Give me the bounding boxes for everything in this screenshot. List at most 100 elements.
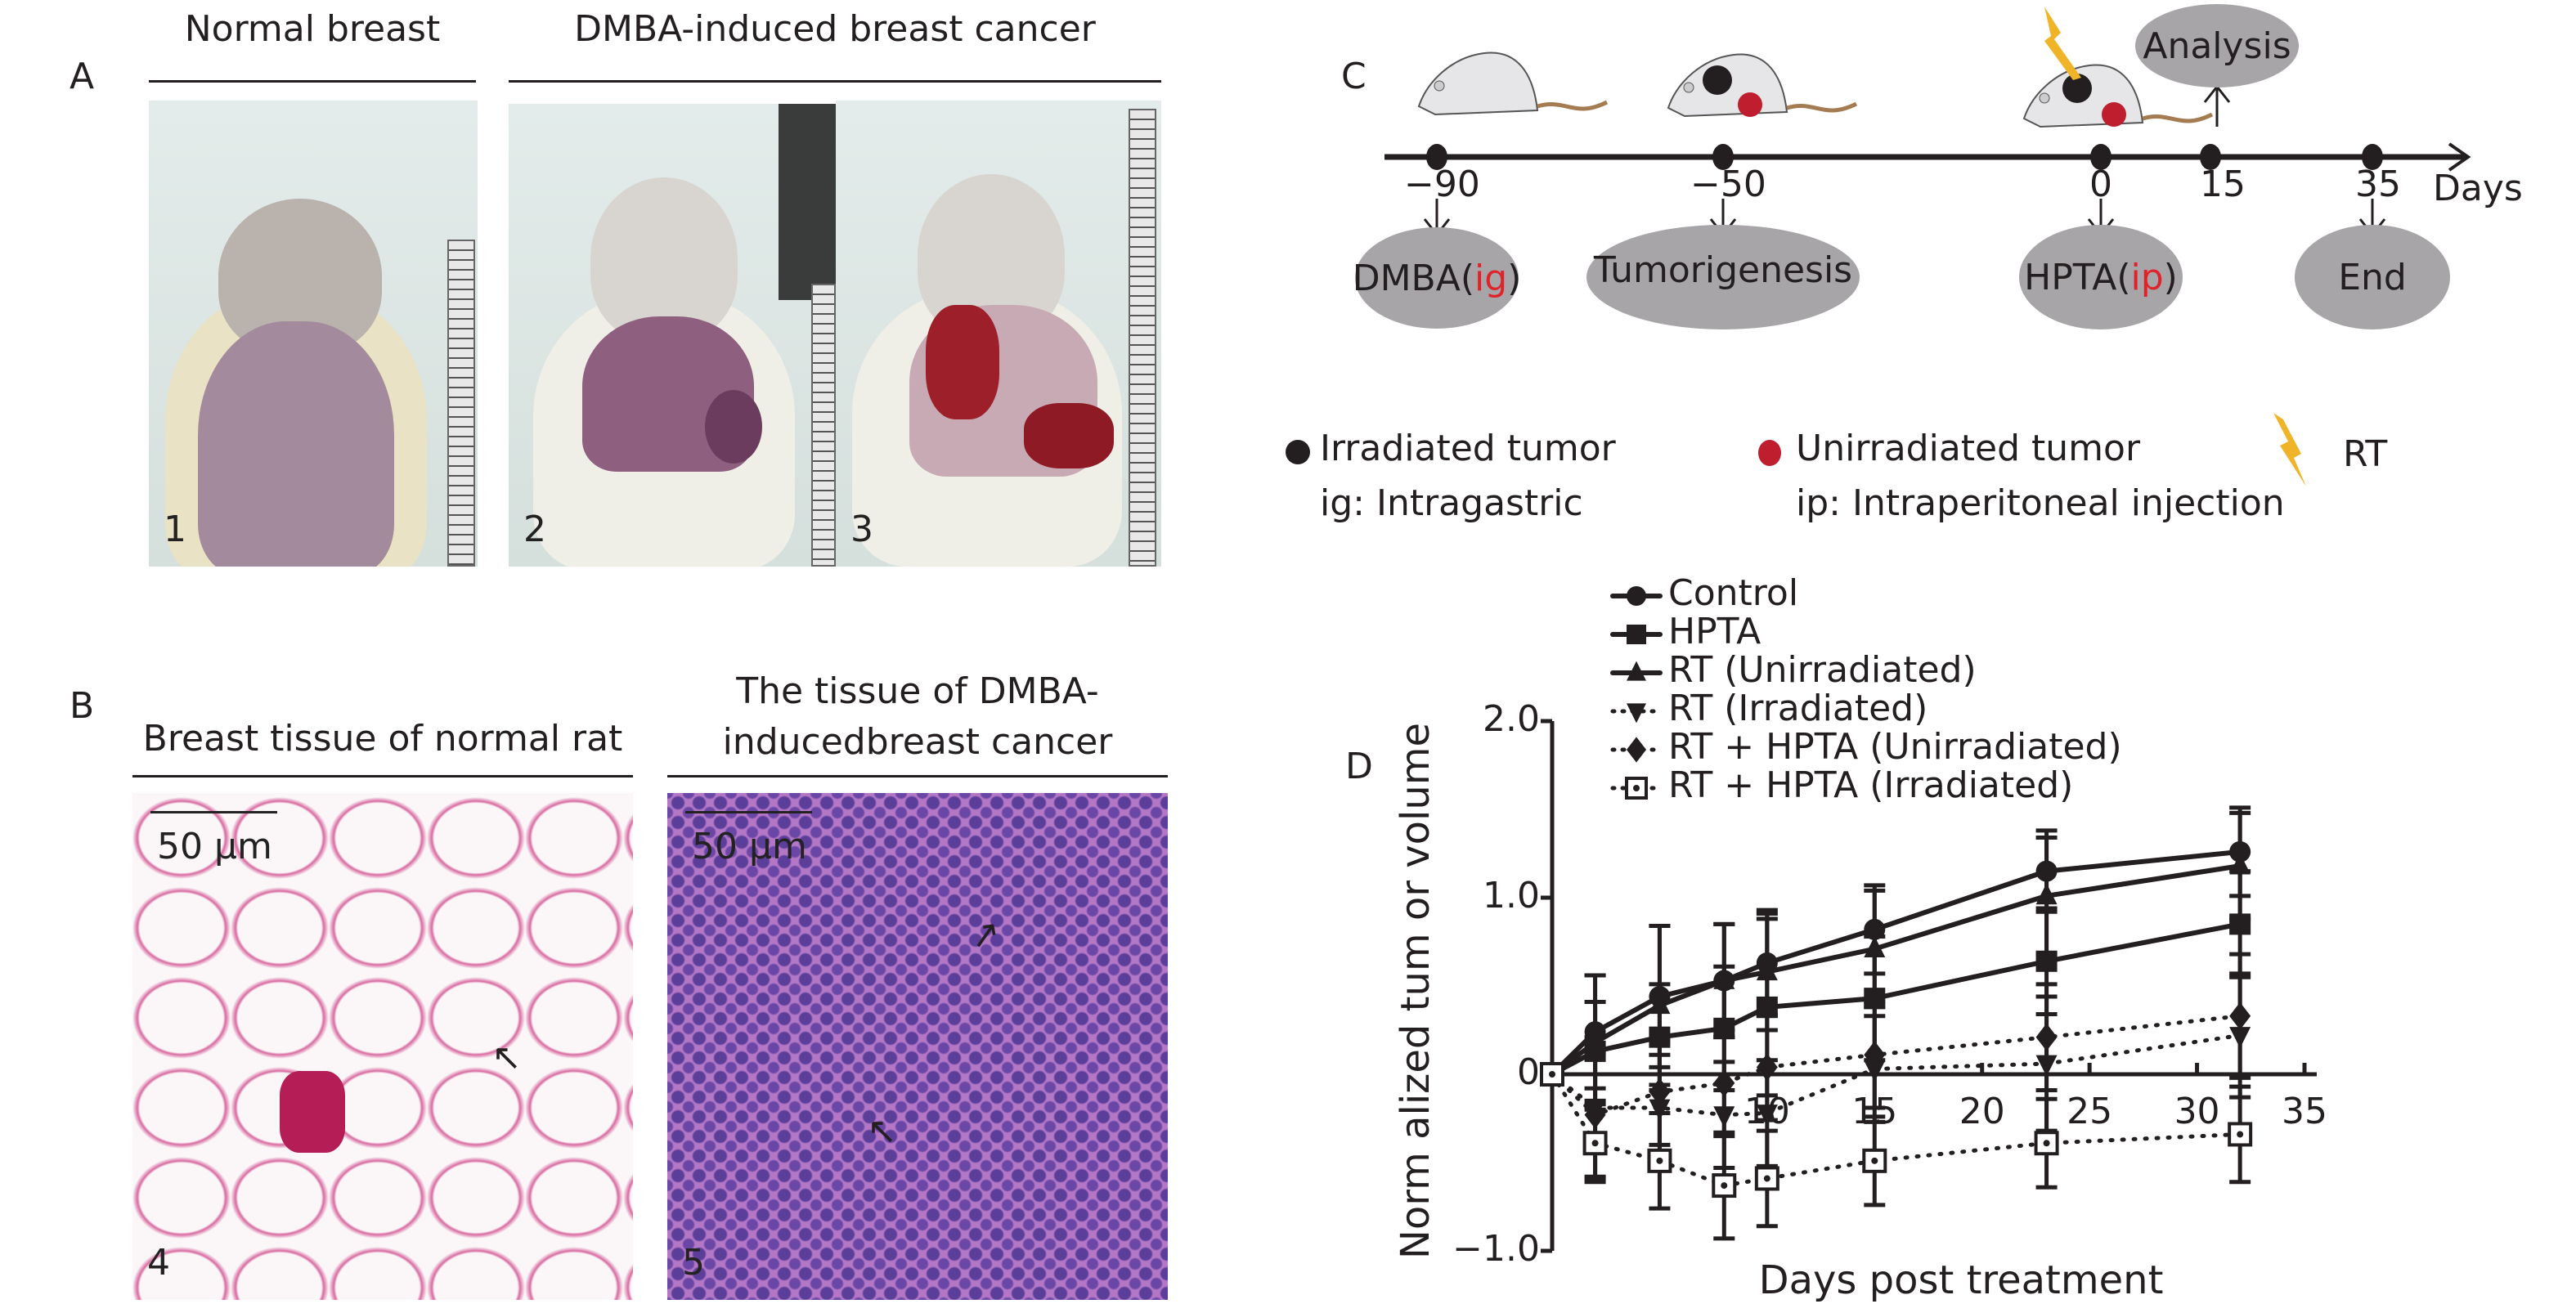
marker-square-open-dot <box>1871 1157 1878 1164</box>
photo-number: 3 <box>850 509 873 550</box>
tick-0: 0 <box>2089 164 2112 205</box>
series-line-rt-hpta-unirradiated- <box>1550 1014 2242 1118</box>
y-tick-label: 1.0 <box>1483 875 1540 916</box>
route-label: ig <box>1474 257 1508 299</box>
paren: ) <box>1507 257 1522 299</box>
x-tick-label: 30 <box>2174 1091 2220 1132</box>
event-label: DMBA( <box>1352 257 1474 299</box>
y-tick-label: −1.0 <box>1452 1228 1540 1270</box>
x-tick-label: 35 <box>2282 1091 2327 1132</box>
x-tick-label: 20 <box>1959 1091 2005 1132</box>
legend-unirradiated: Unirradiated tumor <box>1796 428 2141 469</box>
timeline-unit: Days <box>2433 168 2523 209</box>
panel-b-title-normal: Breast tissue of normal rat <box>142 718 623 760</box>
marker-diamond <box>2229 1002 2251 1030</box>
scale-bar <box>685 811 812 813</box>
marker-diamond <box>1756 1053 1778 1082</box>
marker-square-open-dot <box>1549 1071 1555 1078</box>
marker-square-open-dot <box>1656 1157 1663 1164</box>
divider <box>132 775 633 777</box>
photo-dmba-rat-1: 2 <box>509 104 836 567</box>
series-line-rt-unirradiated- <box>1550 863 2243 1077</box>
series-line-rt-irradiated- <box>1550 1033 2242 1118</box>
panel-b-title-cancer-line1: The tissue of DMBA- <box>736 670 1099 712</box>
marker-circle <box>1627 586 1646 606</box>
timeline-arrowhead <box>2448 142 2471 172</box>
marker-triangle-up <box>2229 853 2251 875</box>
marker-square-open-dot <box>2237 1131 2244 1138</box>
panel-b-label: B <box>70 685 95 727</box>
marker-square-open-dot <box>2043 1140 2050 1147</box>
timeline-dots <box>1426 144 2383 170</box>
legend-ig: ig: Intragastric <box>1320 482 1583 524</box>
tick-15: 15 <box>2200 164 2246 205</box>
legend-entry: RT + HPTA (Unirradiated) <box>1668 726 2122 768</box>
marker-triangle-up <box>1864 936 1886 958</box>
scale-label: 50 μm <box>157 826 272 867</box>
photo-number: 4 <box>147 1242 170 1284</box>
photo-number: 2 <box>523 509 546 550</box>
y-tick-label: 0 <box>1517 1051 1540 1093</box>
histology-dmba-breast-cancer: ↑ ↑ 50 μm 5 <box>667 793 1168 1300</box>
scale-bar <box>150 811 277 813</box>
photo-number: 5 <box>682 1242 705 1284</box>
marker-square-open-dot <box>1721 1182 1728 1190</box>
rat-belly <box>198 321 394 567</box>
tumor <box>1024 403 1114 468</box>
marker-triangle-up <box>1756 959 1778 981</box>
legend-ip: ip: Intraperitoneal injection <box>1796 482 2285 524</box>
route-label: ip <box>2130 256 2164 298</box>
legend-entry: RT (Irradiated) <box>1668 688 1928 729</box>
marker-triangle-up <box>1713 967 1735 989</box>
event-hpta: HPTA(ip) <box>2019 225 2183 329</box>
marker-diamond <box>1627 737 1646 763</box>
unirradiated-tumor-dot-icon <box>1758 440 1781 466</box>
photo-dmba-rat-2: 3 <box>836 101 1161 567</box>
rat-head <box>590 177 738 341</box>
panel-a-label: A <box>70 56 95 97</box>
tick-minus-50: −50 <box>1690 164 1766 205</box>
photo-normal-breast-rat: 1 <box>149 101 478 567</box>
panel-c-label: C <box>1341 56 1367 97</box>
marker-diamond <box>1864 1041 1886 1069</box>
timeline-diagram <box>1384 7 2471 237</box>
divider <box>149 80 476 83</box>
photo-number: 1 <box>164 509 186 550</box>
panel-a-title-normal: Normal breast <box>184 8 441 50</box>
ruler <box>811 284 836 567</box>
panel-a-title-cancer: DMBA-induced breast cancer <box>574 8 1096 50</box>
tick-minus-90: −90 <box>1404 164 1480 205</box>
x-axis-label: Days post treatment <box>1758 1257 2164 1303</box>
marker-square-open-dot <box>1591 1140 1599 1147</box>
legend-entry: RT (Unirradiated) <box>1668 649 1977 691</box>
y-tick-label: 2.0 <box>1483 698 1540 740</box>
legend-entry: HPTA <box>1668 611 1761 652</box>
panel-d-label: D <box>1345 746 1373 787</box>
legend-entry: RT + HPTA (Irradiated) <box>1668 764 2074 806</box>
ruler <box>447 240 475 567</box>
blood-vessel <box>280 1071 345 1153</box>
divider <box>667 775 1168 777</box>
event-dmba: DMBA(ig) <box>1352 227 1522 329</box>
rt-lightning-icon <box>2273 413 2306 486</box>
tumor <box>705 390 762 464</box>
series-line-hpta <box>1550 921 2243 1077</box>
marker-triangle-up <box>2035 883 2058 905</box>
marker-square-open <box>1754 1166 1779 1191</box>
mouse-irradiated-icon <box>2024 65 2212 127</box>
marker-square-open-dot <box>1633 785 1640 791</box>
divider <box>509 80 1161 83</box>
tick-35: 35 <box>2355 164 2401 205</box>
marker-triangle-up <box>1649 993 1671 1015</box>
caliper <box>779 104 836 300</box>
x-tick-label: 25 <box>2067 1091 2113 1132</box>
panel-b-title-cancer-line2: inducedbreast cancer <box>722 721 1113 763</box>
tumor <box>926 305 999 419</box>
lightning-icon <box>2044 7 2081 80</box>
series-line-control <box>1550 849 2243 1077</box>
event-label: HPTA( <box>2024 256 2131 298</box>
marker-triangle-up <box>1627 661 1646 681</box>
marker-diamond <box>2035 1023 2058 1051</box>
event-tumorigenesis: Tumorigenesis <box>1586 225 1860 329</box>
